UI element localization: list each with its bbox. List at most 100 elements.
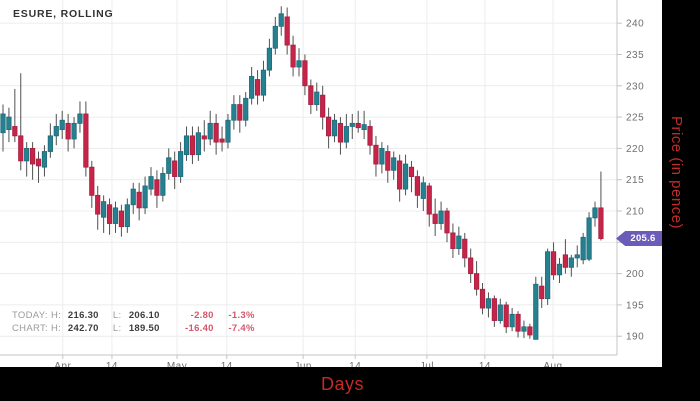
- candle-up: [183, 135, 190, 156]
- x-tick-label: Jul: [420, 361, 434, 367]
- candle-up: [314, 91, 320, 105]
- y-tick-label: 225: [626, 113, 644, 124]
- x-tick-label: 14: [349, 361, 361, 367]
- today-low-value: 206.10: [128, 310, 160, 321]
- candle-down: [213, 122, 219, 143]
- candle-up: [456, 235, 462, 249]
- candle-down: [562, 254, 569, 268]
- candle-up: [249, 75, 255, 99]
- x-tick-label: Apr: [54, 361, 71, 367]
- candle-down: [89, 166, 95, 196]
- y-tick-label: 190: [626, 332, 644, 343]
- candle-up: [533, 283, 539, 340]
- candle-up: [260, 69, 267, 96]
- candle-down: [450, 232, 456, 249]
- x-tick-label: 14: [106, 361, 118, 367]
- candle-up: [195, 132, 201, 156]
- candle-up: [177, 151, 184, 177]
- candle-down: [201, 135, 207, 140]
- today-low-key: L:: [112, 310, 122, 321]
- today-label: TODAY:: [12, 310, 48, 321]
- y-tick-label: 200: [626, 269, 644, 280]
- candle-up: [53, 126, 59, 137]
- chart-high-value: 242.70: [67, 323, 99, 334]
- chart-high-key: H:: [50, 323, 62, 334]
- candle-down: [154, 179, 160, 196]
- candle-down: [503, 304, 509, 328]
- candle-down: [397, 160, 403, 190]
- candle-up: [130, 188, 136, 206]
- x-tick-label: Aug: [543, 361, 562, 367]
- y-tick-label: 195: [626, 300, 644, 311]
- candle-up: [59, 119, 65, 131]
- candle-down: [539, 285, 545, 300]
- candle-down: [106, 204, 113, 224]
- candlestick-chart[interactable]: 190195200205210215220225230235240Apr14Ma…: [0, 0, 662, 367]
- candle-down: [254, 79, 261, 96]
- candle-up: [420, 182, 426, 199]
- candle-up: [361, 124, 367, 131]
- x-axis-title: Days: [321, 373, 365, 394]
- chart-change-percent: -7.4%: [228, 323, 255, 334]
- candle-down: [29, 147, 36, 165]
- candle-up: [6, 116, 12, 131]
- y-axis-title: Price (in pence): [668, 116, 685, 230]
- last-price-value: 205.6: [630, 233, 656, 245]
- candle-up: [272, 25, 278, 49]
- candle-up: [71, 122, 77, 140]
- x-tick-label: 14: [221, 361, 233, 367]
- candle-down: [284, 16, 290, 46]
- candle-up: [243, 97, 249, 121]
- candle-down: [325, 116, 332, 137]
- candle-down: [219, 138, 225, 143]
- candle-up: [41, 151, 48, 168]
- candle-down: [373, 144, 379, 165]
- candle-up: [349, 122, 355, 127]
- chart-change-value: -16.40: [185, 323, 214, 334]
- candle-up: [296, 60, 302, 68]
- y-tick-label: 235: [626, 50, 644, 61]
- candle-down: [237, 104, 243, 121]
- candle-up: [521, 326, 527, 332]
- last-price-badge: 205.6: [616, 231, 662, 247]
- candle-up: [207, 122, 213, 140]
- candle-down: [408, 166, 415, 177]
- candle-down: [432, 213, 438, 224]
- candle-up: [225, 119, 231, 143]
- candle-down: [355, 122, 361, 129]
- candle-down: [462, 238, 468, 259]
- chart-low-key: L:: [112, 323, 122, 334]
- candle-down: [302, 60, 308, 87]
- candle-up: [231, 104, 237, 121]
- candle-up: [124, 204, 130, 228]
- candle-up: [101, 201, 107, 218]
- candle-down: [18, 135, 24, 162]
- y-tick-label: 220: [626, 144, 644, 155]
- candle-up: [592, 207, 598, 219]
- chart-low-value: 189.50: [128, 323, 160, 334]
- stats-row-today: TODAY: H: 216.30 L: 206.10 -2.80 -1.3%: [12, 309, 255, 322]
- candle-down: [337, 122, 344, 143]
- candle-down: [468, 257, 474, 275]
- candle-up: [0, 113, 6, 134]
- candle-down: [12, 126, 18, 137]
- candle-down: [118, 210, 124, 228]
- x-tick-label: Jun: [294, 361, 312, 367]
- candle-down: [35, 158, 42, 167]
- candle-up: [160, 173, 166, 196]
- candle-up: [166, 157, 172, 174]
- candle-down: [189, 135, 196, 156]
- candle-down: [473, 273, 480, 290]
- candle-up: [47, 135, 53, 152]
- candle-up: [148, 176, 154, 190]
- candle-up: [266, 47, 273, 71]
- candle-down: [95, 194, 101, 215]
- y-tick-label: 210: [626, 206, 644, 217]
- candle-down: [308, 85, 314, 105]
- chart-title: ESURE, ROLLING: [13, 8, 114, 20]
- candle-down: [136, 191, 142, 209]
- candle-up: [545, 251, 551, 300]
- x-tick-label: 14: [479, 361, 491, 367]
- candle-down: [65, 122, 71, 140]
